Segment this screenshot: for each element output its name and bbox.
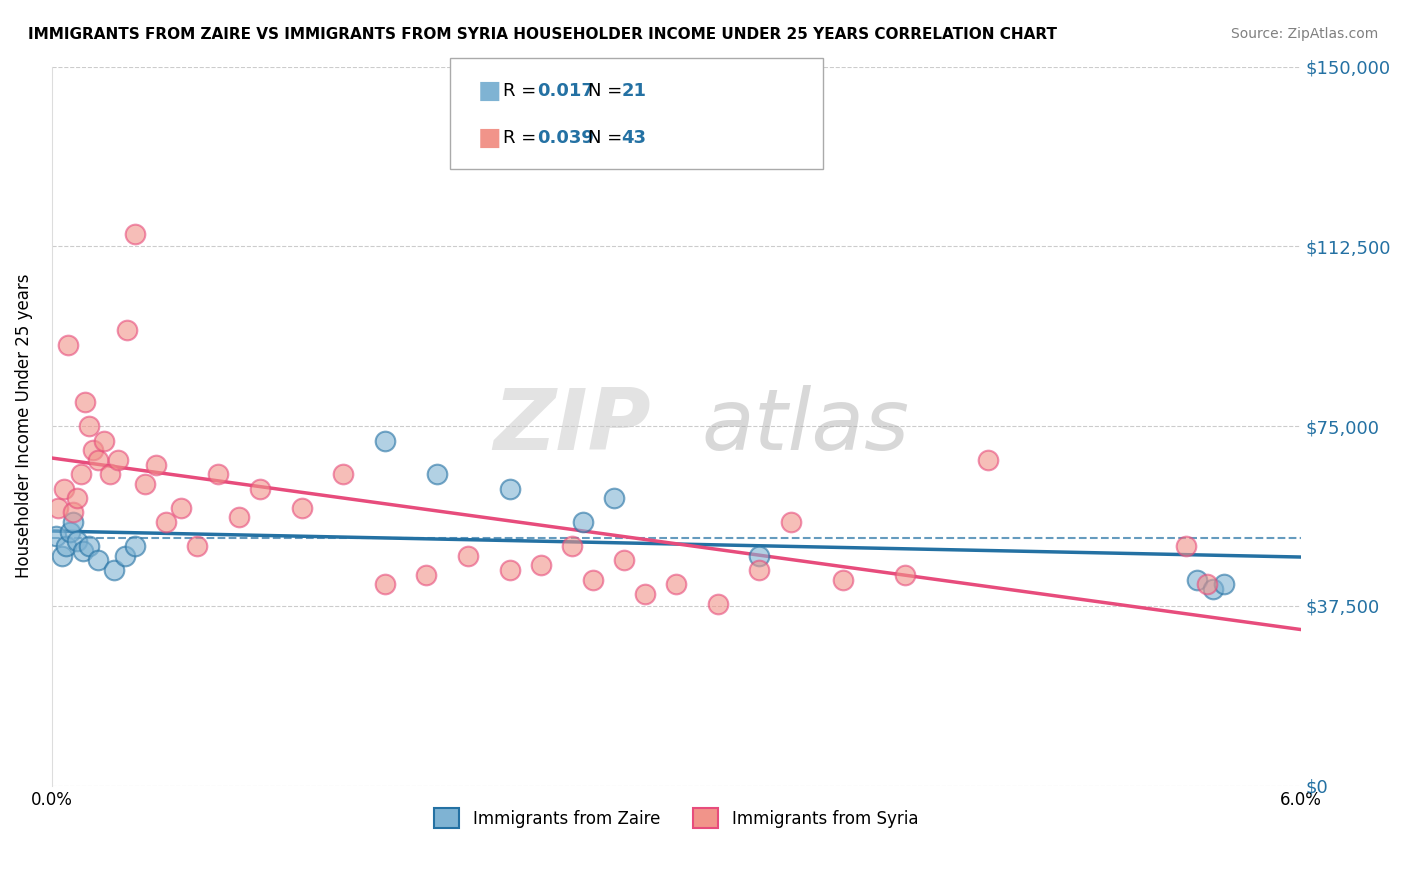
Text: 0.017: 0.017 — [537, 82, 593, 100]
Point — [66, 491, 89, 505]
Point — [77, 539, 100, 553]
Point — [228, 510, 250, 524]
Text: ■: ■ — [478, 79, 502, 103]
Point — [415, 567, 437, 582]
Point — [46, 500, 69, 515]
Text: R =: R = — [503, 129, 543, 147]
Point — [561, 539, 583, 553]
Point — [73, 395, 96, 409]
Point — [613, 553, 636, 567]
Text: R =: R = — [503, 82, 543, 100]
Text: Source: ZipAtlas.com: Source: ZipAtlas.com — [1230, 27, 1378, 41]
Point — [51, 549, 73, 563]
Point — [58, 337, 80, 351]
Point — [77, 419, 100, 434]
Point — [831, 573, 853, 587]
Point — [457, 549, 479, 563]
Point — [249, 482, 271, 496]
Point — [426, 467, 449, 482]
Point — [86, 553, 108, 567]
Text: 21: 21 — [621, 82, 647, 100]
Point — [1185, 573, 1208, 587]
Point — [977, 452, 1000, 467]
Point — [894, 567, 917, 582]
Point — [82, 443, 104, 458]
Point — [707, 597, 730, 611]
Point — [124, 539, 146, 553]
Point — [207, 467, 229, 482]
Point — [66, 534, 89, 549]
Point — [86, 452, 108, 467]
Point — [114, 549, 136, 563]
Point — [72, 544, 94, 558]
Text: IMMIGRANTS FROM ZAIRE VS IMMIGRANTS FROM SYRIA HOUSEHOLDER INCOME UNDER 25 YEARS: IMMIGRANTS FROM ZAIRE VS IMMIGRANTS FROM… — [28, 27, 1057, 42]
Point — [332, 467, 354, 482]
Legend: Immigrants from Zaire, Immigrants from Syria: Immigrants from Zaire, Immigrants from S… — [427, 801, 925, 835]
Point — [170, 500, 193, 515]
Point — [59, 524, 82, 539]
Point — [124, 227, 146, 242]
Point — [1195, 577, 1218, 591]
Point — [115, 323, 138, 337]
Point — [582, 573, 605, 587]
Point — [571, 515, 593, 529]
Point — [186, 539, 208, 553]
Point — [155, 515, 177, 529]
Point — [499, 482, 522, 496]
Point — [134, 476, 156, 491]
Text: atlas: atlas — [702, 384, 910, 467]
Point — [1212, 577, 1234, 591]
Point — [374, 434, 396, 448]
Point — [55, 539, 77, 553]
Point — [1175, 539, 1198, 553]
Point — [603, 491, 626, 505]
Point — [53, 482, 76, 496]
Text: N =: N = — [588, 129, 627, 147]
Point — [93, 434, 115, 448]
Text: ZIP: ZIP — [494, 384, 651, 467]
Point — [45, 529, 67, 543]
Point — [499, 563, 522, 577]
Point — [62, 515, 84, 529]
Point — [530, 558, 553, 573]
Text: 43: 43 — [621, 129, 647, 147]
Point — [779, 515, 801, 529]
Point — [374, 577, 396, 591]
Text: 0.039: 0.039 — [537, 129, 593, 147]
Point — [107, 452, 129, 467]
Point — [62, 506, 84, 520]
Text: N =: N = — [588, 82, 627, 100]
Point — [665, 577, 688, 591]
Point — [748, 549, 770, 563]
Point — [98, 467, 121, 482]
Point — [290, 500, 312, 515]
Point — [103, 563, 125, 577]
Y-axis label: Householder Income Under 25 years: Householder Income Under 25 years — [15, 274, 32, 578]
Point — [145, 458, 167, 472]
Point — [70, 467, 93, 482]
Point — [748, 563, 770, 577]
Text: ■: ■ — [478, 127, 502, 150]
Point — [634, 587, 657, 601]
Point — [1202, 582, 1225, 597]
